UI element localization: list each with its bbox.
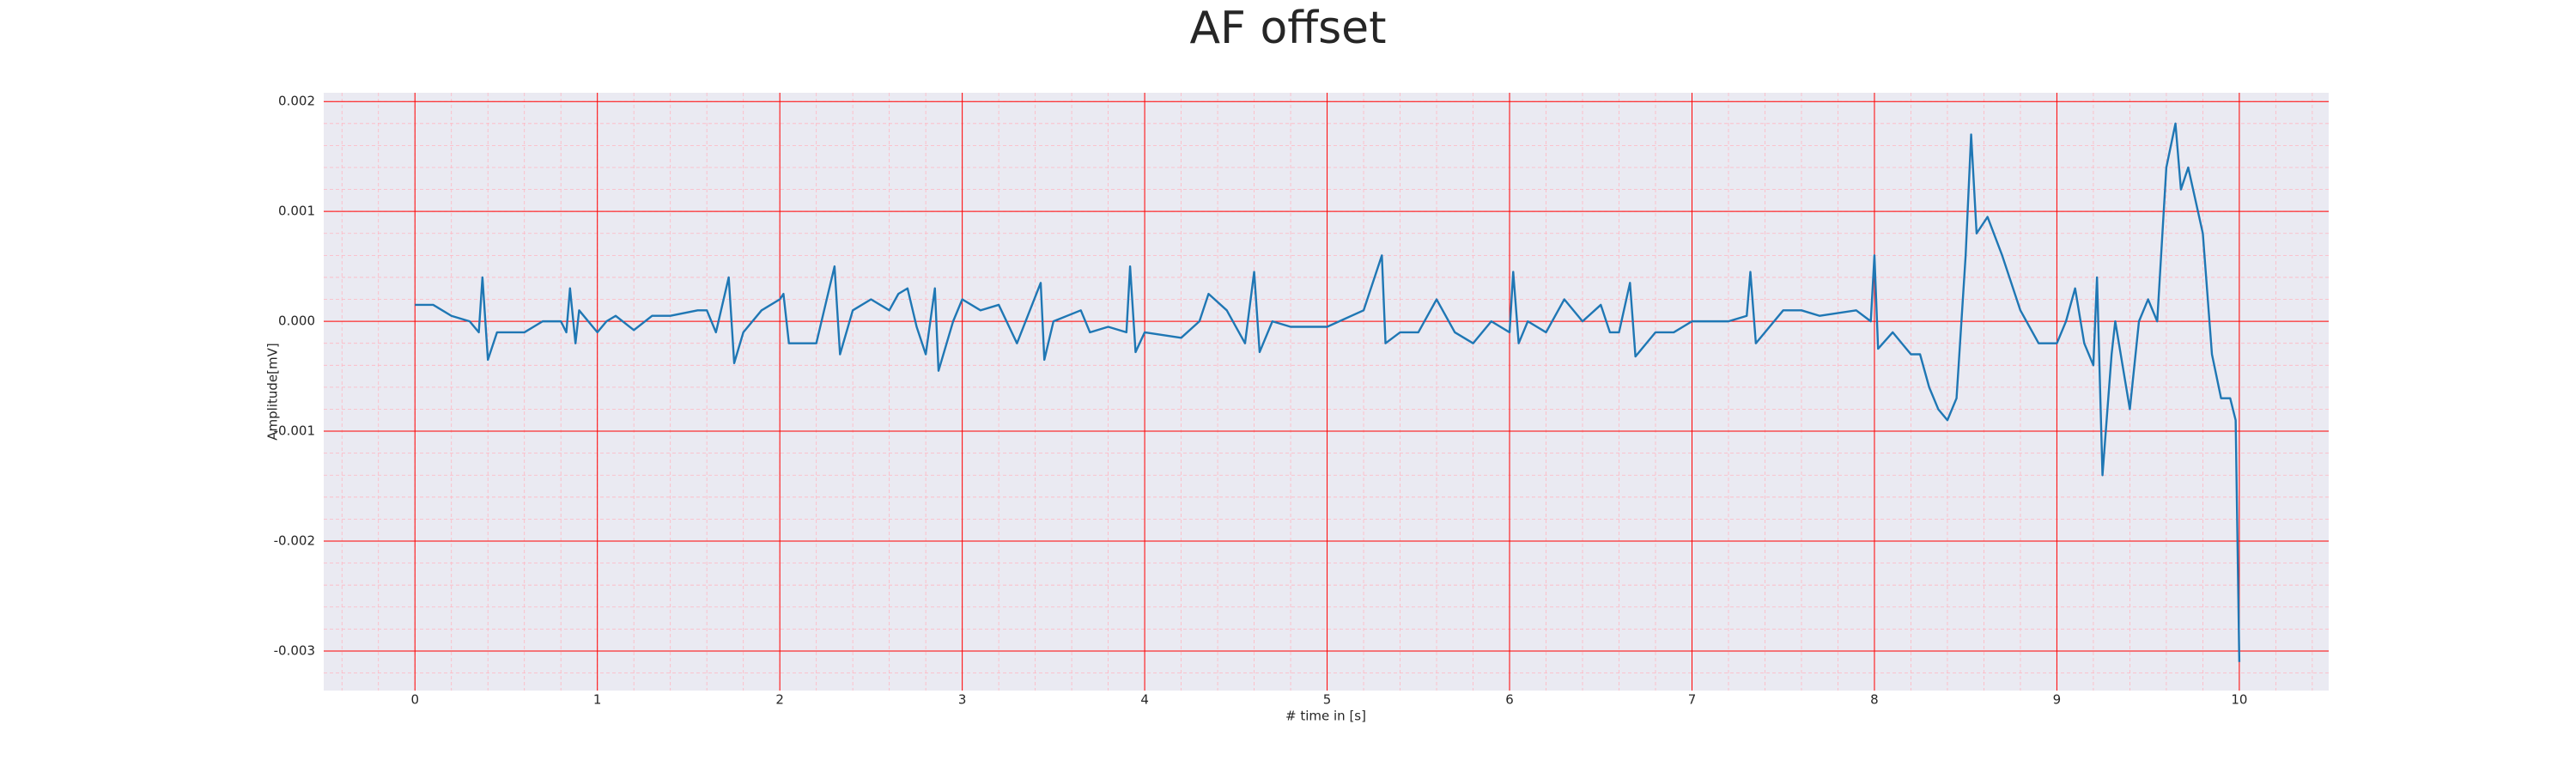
- x-tick-label: 4: [1140, 692, 1149, 708]
- chart-title: AF offset: [1189, 3, 1386, 54]
- x-tick-label: 9: [2053, 692, 2062, 708]
- x-tick-label: 8: [1870, 692, 1879, 708]
- plot-background: [324, 93, 2329, 691]
- y-tick-label: 0.001: [278, 204, 315, 219]
- x-tick-label: 3: [958, 692, 967, 708]
- y-tick-label: -0.001: [274, 423, 315, 439]
- y-tick-label: -0.003: [274, 642, 315, 658]
- x-tick-label: 6: [1505, 692, 1514, 708]
- data-line: [415, 122, 2241, 662]
- y-tick-label: 0.002: [278, 94, 315, 109]
- y-tick-label: -0.002: [274, 533, 315, 549]
- x-tick-label: 10: [2231, 692, 2247, 708]
- x-tick-label: 7: [1688, 692, 1697, 708]
- x-tick-label: 1: [593, 692, 602, 708]
- x-tick-label: 2: [775, 692, 784, 708]
- x-tick-label: 0: [410, 692, 419, 708]
- y-tick-label: 0.000: [278, 313, 315, 329]
- x-axis-label: # time in [s]: [1285, 709, 1366, 724]
- y-axis-label: Amplitude[mV]: [265, 343, 281, 440]
- x-tick-label: 5: [1323, 692, 1332, 708]
